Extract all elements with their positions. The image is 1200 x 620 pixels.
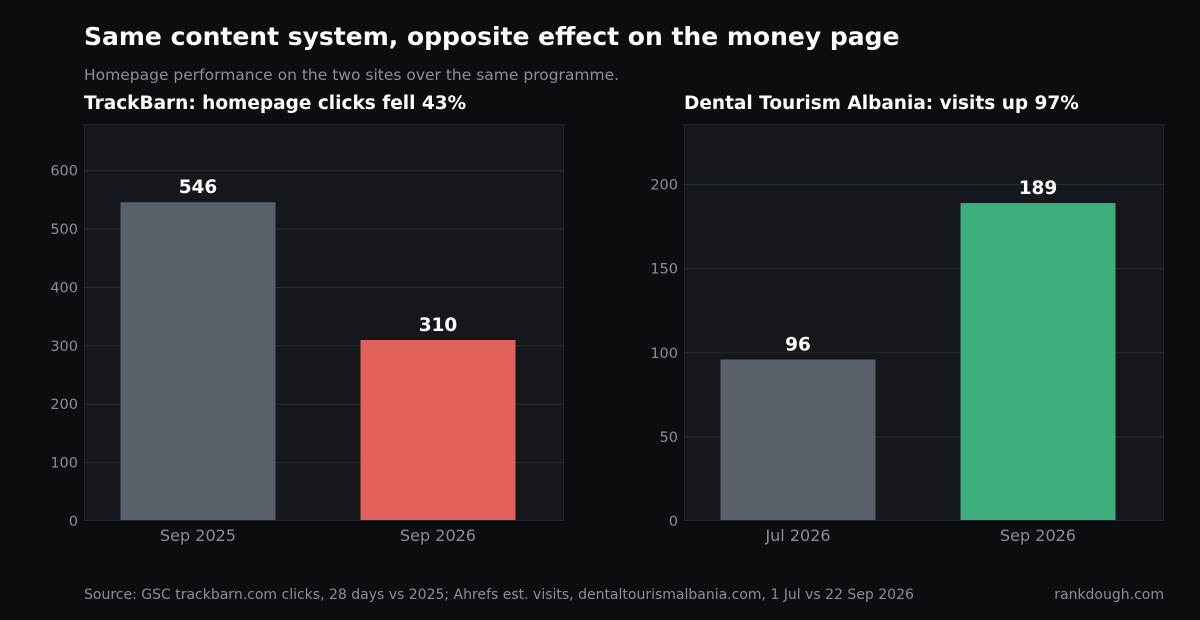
chart-right-x-tick-label: Sep 2026	[1000, 526, 1076, 545]
chart-left-y-tick-label: 0	[69, 514, 78, 530]
chart-right-frame	[684, 124, 1164, 521]
chart-left-title: TrackBarn: homepage clicks fell 43%	[84, 93, 467, 114]
chart-left-x-tick-label: Sep 2025	[160, 526, 236, 545]
chart-right-data-label: 96	[785, 335, 811, 356]
chart-left-bar	[120, 202, 276, 521]
chart-right-y-tick-label: 100	[650, 346, 678, 362]
chart-left-y-tick-label: 200	[50, 397, 78, 413]
chart-left-data-label: 310	[419, 315, 458, 336]
chart-left-y-tick-label: 100	[50, 456, 78, 472]
chart-right-bar	[960, 203, 1116, 522]
chart-left-y-tick-label: 300	[50, 339, 78, 355]
chart-left-data-label: 546	[179, 177, 218, 198]
page-title: Same content system, opposite effect on …	[84, 22, 900, 51]
chart-right-y-tick-label: 150	[650, 262, 678, 278]
chart-right-y-tick-label: 200	[650, 178, 678, 194]
chart-left-x-tick-label: Sep 2026	[400, 526, 476, 545]
chart-left-bar	[360, 340, 516, 521]
chart-right-title: Dental Tourism Albania: visits up 97%	[684, 93, 1079, 114]
source-note: Source: GSC trackbarn.com clicks, 28 day…	[84, 587, 914, 603]
chart-right-data-label: 189	[1019, 178, 1058, 199]
chart-left-y-tick-label: 400	[50, 280, 78, 296]
brand-label: rankdough.com	[1054, 587, 1164, 603]
chart-right-x-tick-label: Jul 2026	[764, 526, 830, 545]
chart-left-y-tick-label: 600	[50, 164, 78, 180]
chart-right-bar	[720, 359, 876, 521]
chart-right-y-tick-label: 0	[669, 514, 678, 530]
chart-left-frame	[84, 124, 564, 521]
chart-right-y-tick-label: 50	[660, 430, 678, 446]
page-subtitle: Homepage performance on the two sites ov…	[84, 66, 620, 84]
chart-left-y-tick-label: 500	[50, 222, 78, 238]
